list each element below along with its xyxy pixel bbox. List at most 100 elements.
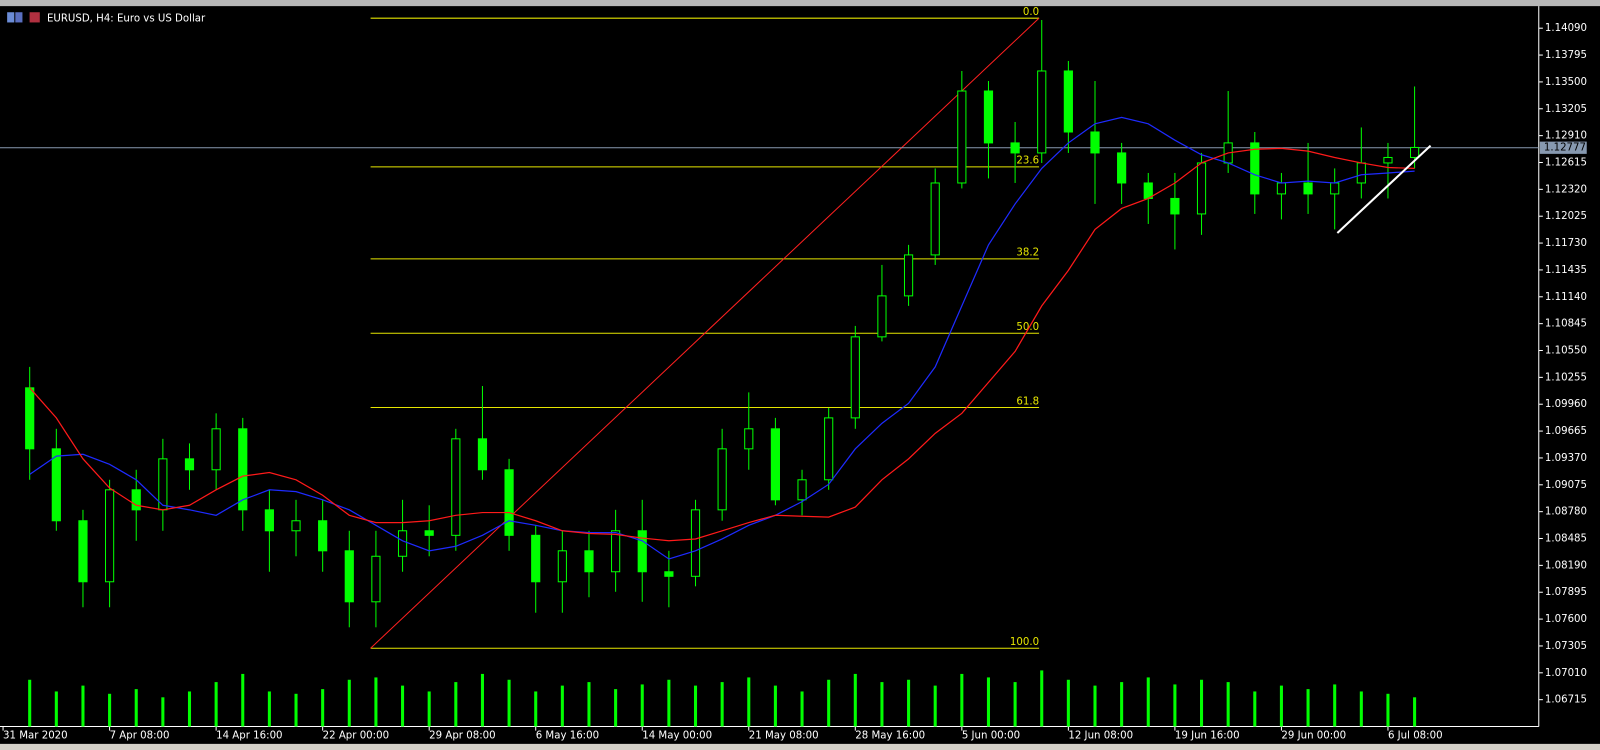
volume-bar [560, 685, 564, 727]
volume-bar [1146, 677, 1150, 727]
y-tick-label: 1.10845 [1545, 319, 1587, 330]
candle-body [930, 182, 940, 256]
y-tick-label: 1.09370 [1545, 453, 1587, 464]
last-price-box [1539, 141, 1587, 154]
y-tick-label: 1.12910 [1545, 131, 1587, 142]
volume-bar [1333, 684, 1337, 727]
candle-body [850, 336, 860, 419]
moving-average [29, 147, 1415, 542]
volume-bar [294, 693, 298, 727]
x-tick-label: 7 Apr 08:00 [110, 731, 170, 742]
volume-bar [587, 682, 591, 727]
candle-body [1010, 142, 1020, 154]
volume-bar [534, 691, 538, 727]
volume-bar [1120, 682, 1124, 727]
volume-bar [667, 679, 671, 727]
y-tick-label: 1.07010 [1545, 668, 1587, 679]
volume-bar [1386, 693, 1390, 727]
candle-body [238, 428, 248, 511]
fib-trend [370, 17, 1040, 649]
candle-body [1330, 182, 1340, 195]
volume-bar [1093, 685, 1097, 727]
toolbar-strip [0, 0, 1600, 7]
y-tick-label: 1.09665 [1545, 426, 1587, 437]
candle-body [451, 438, 461, 536]
x-tick-label: 22 Apr 00:00 [323, 731, 389, 742]
x-tick-label: 19 Jun 16:00 [1175, 731, 1240, 742]
volume-bar [507, 679, 511, 727]
y-tick-label: 1.14090 [1545, 23, 1587, 34]
candle-body [1250, 142, 1260, 195]
volume-bar [827, 679, 831, 727]
x-tick-label: 14 Apr 16:00 [216, 731, 282, 742]
volume-bar [81, 685, 85, 727]
x-tick-label: 29 Apr 08:00 [429, 731, 495, 742]
candle-body [584, 550, 594, 573]
y-tick-label: 1.07895 [1545, 587, 1587, 598]
trendline [1336, 144, 1432, 234]
volume-bar [986, 677, 990, 727]
volume-bar [693, 685, 698, 727]
volume-bar [427, 691, 431, 727]
volume-bar [480, 673, 484, 727]
candle-body [824, 417, 834, 481]
y-tick-label: 1.13500 [1545, 77, 1587, 88]
x-tick-label: 14 May 00:00 [642, 731, 712, 742]
candle-body [903, 254, 914, 297]
y-tick-label: 1.08485 [1545, 534, 1587, 545]
candle-body [424, 530, 434, 536]
fib-label: 100.0 [1010, 637, 1039, 648]
volume-bar [401, 685, 405, 727]
candle-body [531, 534, 541, 583]
candle-body [690, 509, 701, 577]
y-tick-label: 1.07600 [1545, 614, 1587, 625]
x-tick-label: 31 Mar 2020 [3, 731, 68, 742]
y-tick-label: 1.09960 [1545, 399, 1587, 410]
candle-body [770, 428, 781, 501]
volume-bar [454, 682, 458, 727]
volume-bar [1013, 682, 1017, 727]
candle-body [664, 571, 674, 577]
x-tick-label: 5 Jun 00:00 [962, 731, 1020, 742]
candle-body [797, 479, 807, 501]
volume-bar [214, 682, 218, 727]
candle-body [131, 489, 141, 511]
candle-body [105, 489, 115, 583]
candle-body [637, 530, 647, 573]
volume-bar [933, 685, 937, 727]
volume-bar [907, 679, 911, 727]
candle-body [78, 520, 88, 583]
symbol-icon [15, 12, 23, 23]
candle-body [477, 438, 488, 471]
y-tick-label: 1.11140 [1545, 292, 1587, 303]
candle-body [344, 550, 354, 603]
candle-body [51, 448, 61, 522]
volume-bar [267, 691, 271, 727]
y-tick-label: 1.10255 [1545, 372, 1587, 383]
candle-body [1356, 162, 1366, 184]
volume-bar [614, 689, 618, 727]
candle-body [1117, 152, 1127, 184]
volume-bar [1359, 691, 1363, 727]
y-tick-label: 1.11435 [1545, 265, 1587, 276]
volume-bar [161, 697, 165, 727]
volume-bar [1200, 679, 1204, 727]
volume-bar [1226, 682, 1230, 727]
y-tick-label: 1.07305 [1545, 641, 1587, 652]
fib-label: 50.0 [1016, 322, 1039, 333]
volume-bar [28, 679, 32, 727]
volume-bar [108, 693, 112, 727]
volume-bar [1173, 684, 1177, 727]
tab-strip [0, 743, 1600, 750]
candle-body [1276, 182, 1287, 195]
volume-bar [1279, 685, 1283, 727]
candle-body [184, 458, 195, 471]
candle-body [744, 428, 754, 450]
x-tick-label: 29 Jun 00:00 [1281, 731, 1346, 742]
fib-label: 38.2 [1016, 248, 1039, 259]
y-tick-label: 1.08190 [1545, 560, 1587, 571]
x-tick-label: 28 May 16:00 [855, 731, 925, 742]
